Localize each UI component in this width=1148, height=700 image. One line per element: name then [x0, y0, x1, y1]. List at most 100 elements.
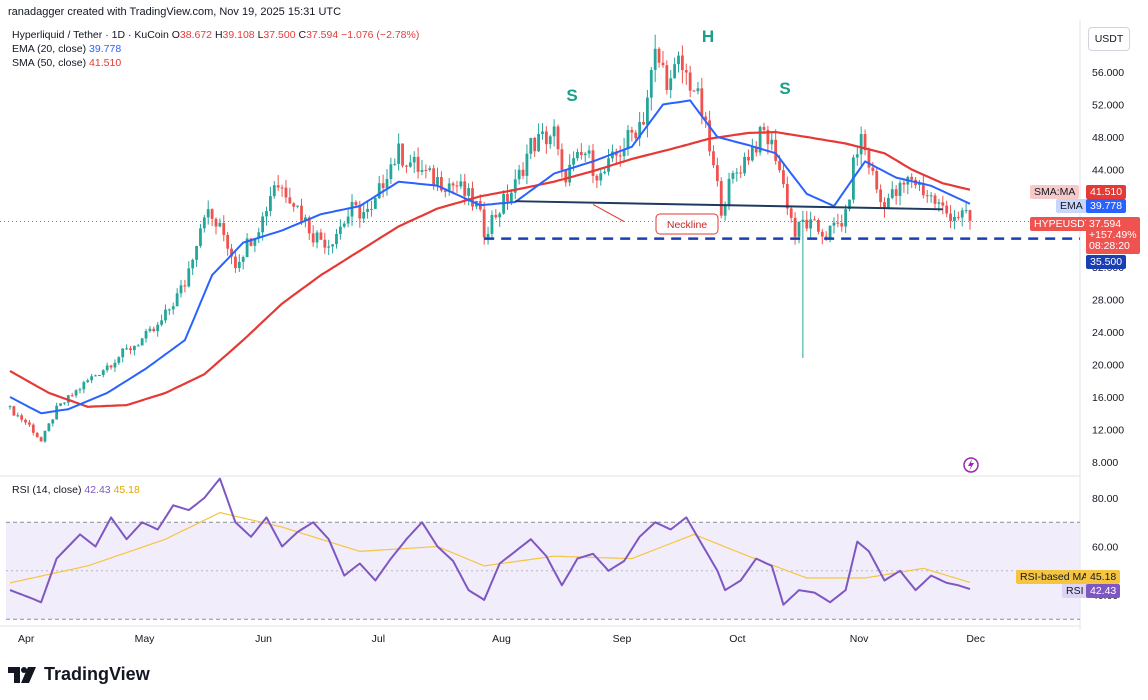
candle-body — [754, 146, 758, 153]
alert-icon — [963, 457, 979, 473]
candle-body — [521, 169, 525, 176]
candle-body — [544, 131, 548, 145]
candle-body — [661, 62, 665, 66]
neckline-label: Neckline — [667, 219, 707, 231]
candle-body — [579, 151, 583, 156]
neckline-callout-pointer — [592, 203, 625, 222]
rsi-price-label: 42.43 — [1086, 584, 1121, 598]
candle-body — [136, 345, 140, 347]
candle-body — [692, 90, 696, 92]
candle-body — [568, 164, 572, 183]
candle-body — [199, 228, 202, 247]
candle-body — [735, 172, 739, 174]
candle-body — [171, 306, 175, 310]
candle-body — [451, 183, 455, 186]
candle-body — [55, 405, 59, 420]
candle-body — [443, 190, 447, 192]
candle-body — [840, 223, 844, 227]
candle-body — [416, 156, 420, 172]
candle-body — [712, 151, 715, 166]
ema-price-label: 39.778 — [1086, 199, 1127, 213]
candle-body — [90, 376, 94, 381]
candle-body — [8, 406, 12, 408]
candle-body — [214, 218, 218, 227]
candle-body — [206, 209, 210, 218]
candle-body — [257, 232, 261, 239]
candle-body — [576, 151, 579, 159]
time-axis-tick: Jul — [372, 633, 385, 645]
right-shoulder-label: S — [779, 79, 790, 98]
candle-body — [789, 208, 793, 218]
candle-body — [467, 188, 471, 196]
tradingview-brand: TradingView — [44, 664, 150, 684]
candle-body — [941, 202, 945, 206]
candle-body — [156, 324, 160, 332]
sma-price-label: 41.510 — [1086, 185, 1127, 199]
candle-body — [684, 70, 688, 73]
candle-body — [673, 64, 677, 79]
rsi-ma-line — [9, 511, 971, 584]
candle-body — [886, 197, 890, 209]
candle-body — [245, 238, 249, 258]
rsi-legend[interactable]: RSI (14, close) 42.43 45.18 — [12, 484, 140, 496]
rsi-ma-tag: RSI-based MA — [1016, 570, 1093, 584]
candle-body — [498, 213, 502, 218]
candle-body — [918, 183, 921, 185]
candle-body — [43, 430, 47, 442]
symbol-tag: HYPEUSDT — [1030, 217, 1096, 231]
candle-body — [16, 415, 20, 417]
candle-body — [642, 121, 645, 125]
candle-body — [960, 210, 964, 218]
symbol-name: Hyperliquid / Tether · 1D · KuCoin — [12, 29, 169, 41]
candle-body — [152, 328, 156, 332]
candle-body — [377, 183, 381, 199]
candle-body — [921, 183, 925, 196]
ema-legend-value: 39.778 — [89, 43, 122, 55]
tradingview-logo[interactable]: TradingView — [8, 664, 150, 685]
sma-legend[interactable]: SMA (50, close) 41.510 — [12, 57, 122, 69]
candle-body — [871, 167, 875, 171]
candle-body — [937, 202, 941, 204]
currency-selector[interactable]: USDT — [1088, 27, 1130, 51]
candle-body — [964, 210, 968, 212]
candle-body — [778, 160, 781, 171]
candle-body — [109, 365, 113, 368]
candle-body — [261, 216, 265, 233]
candle-body — [836, 222, 840, 224]
candle-body — [284, 187, 288, 198]
candle-body — [436, 177, 439, 185]
ema-legend[interactable]: EMA (20, close) 39.778 — [12, 43, 122, 55]
candle-body — [288, 197, 292, 204]
candle-body — [696, 88, 700, 92]
ema-tag: EMA — [1056, 199, 1087, 213]
candle-body — [234, 256, 237, 269]
sma-legend-value: 41.510 — [89, 57, 122, 69]
candle-body — [187, 268, 191, 287]
candle-body — [47, 423, 51, 431]
candle-body — [97, 375, 101, 377]
candle-body — [933, 195, 937, 204]
candle-body — [338, 226, 342, 234]
candle-body — [630, 129, 634, 133]
chart-header: ranadagger created with TradingView.com,… — [8, 6, 342, 18]
candle-body — [51, 419, 55, 424]
candle-body — [529, 137, 533, 154]
candle-body — [327, 246, 331, 248]
price-axis-tick: 12.000 — [1092, 425, 1124, 437]
candle-body — [179, 285, 183, 294]
candle-body — [494, 214, 498, 218]
candle-body — [809, 219, 813, 229]
candle-body — [94, 375, 97, 377]
time-axis-tick: May — [135, 633, 156, 645]
candle-body — [801, 219, 805, 222]
candle-body — [513, 179, 517, 193]
candle-body — [335, 233, 338, 245]
candle-body — [253, 238, 257, 246]
ohlc-open: O38.672 — [171, 29, 213, 41]
candle-body — [471, 188, 474, 207]
price-axis-tick: 24.000 — [1092, 327, 1124, 339]
candle-body — [447, 183, 451, 192]
candle-body — [665, 65, 669, 90]
price-axis-tick: 8.000 — [1092, 457, 1118, 469]
